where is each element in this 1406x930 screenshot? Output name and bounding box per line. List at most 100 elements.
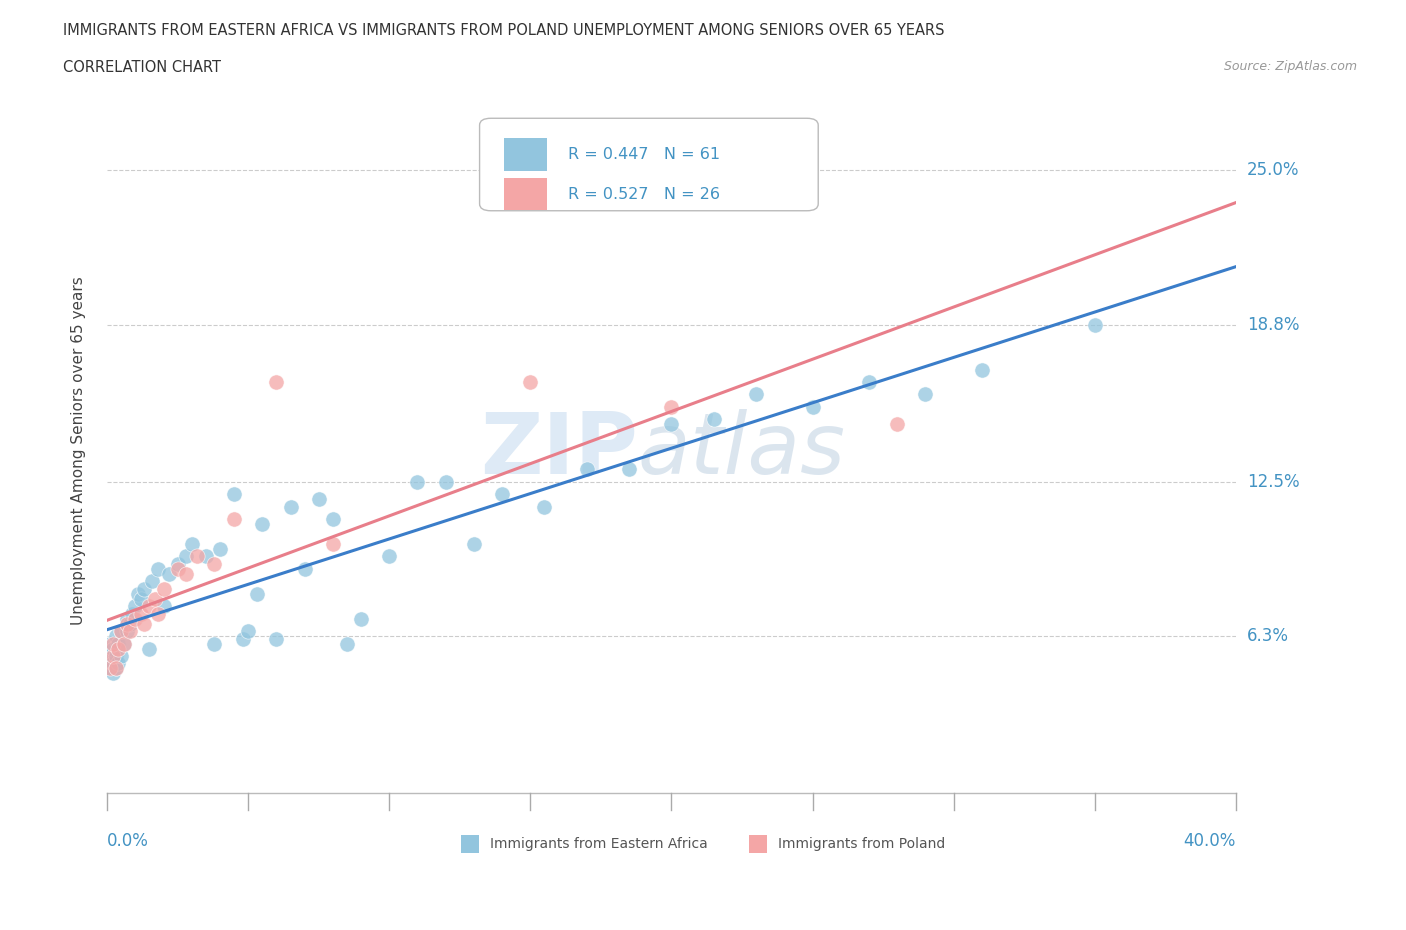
Y-axis label: Unemployment Among Seniors over 65 years: Unemployment Among Seniors over 65 years bbox=[72, 276, 86, 625]
Point bbox=[127, 586, 149, 601]
Point bbox=[180, 537, 202, 551]
Point bbox=[152, 599, 174, 614]
Point bbox=[575, 462, 598, 477]
Point bbox=[101, 641, 124, 656]
Point bbox=[166, 556, 188, 571]
Point bbox=[252, 516, 274, 531]
Point bbox=[124, 611, 146, 626]
Point bbox=[101, 648, 124, 663]
Point bbox=[491, 486, 513, 501]
Point bbox=[202, 636, 225, 651]
Text: R = 0.447   N = 61: R = 0.447 N = 61 bbox=[568, 147, 720, 162]
Point bbox=[194, 549, 217, 564]
Point bbox=[266, 375, 288, 390]
Point bbox=[112, 636, 135, 651]
Point bbox=[146, 562, 169, 577]
Point bbox=[434, 474, 457, 489]
Point bbox=[322, 537, 344, 551]
Point bbox=[231, 631, 253, 646]
Point bbox=[143, 591, 166, 606]
Point bbox=[98, 648, 121, 663]
Point bbox=[101, 656, 124, 671]
Text: 6.3%: 6.3% bbox=[1247, 627, 1289, 645]
Point bbox=[238, 624, 260, 639]
Bar bbox=[505, 178, 547, 210]
Point bbox=[886, 417, 908, 432]
Point bbox=[121, 606, 143, 621]
Point bbox=[280, 499, 302, 514]
Point bbox=[336, 636, 359, 651]
Point bbox=[110, 648, 132, 663]
Point bbox=[146, 606, 169, 621]
Point bbox=[107, 656, 129, 671]
Text: CORRELATION CHART: CORRELATION CHART bbox=[63, 60, 221, 75]
Point bbox=[115, 617, 138, 631]
Point bbox=[350, 611, 373, 626]
Point bbox=[186, 549, 208, 564]
Point bbox=[115, 611, 138, 626]
Text: R = 0.527   N = 26: R = 0.527 N = 26 bbox=[568, 187, 720, 202]
Point bbox=[157, 566, 180, 581]
Point bbox=[107, 636, 129, 651]
Point bbox=[266, 631, 288, 646]
Bar bbox=[505, 139, 547, 171]
Point bbox=[132, 581, 155, 596]
Point bbox=[308, 492, 330, 507]
Text: IMMIGRANTS FROM EASTERN AFRICA VS IMMIGRANTS FROM POLAND UNEMPLOYMENT AMONG SENI: IMMIGRANTS FROM EASTERN AFRICA VS IMMIGR… bbox=[63, 23, 945, 38]
Point bbox=[141, 574, 163, 589]
Point bbox=[463, 537, 485, 551]
Point bbox=[322, 512, 344, 526]
Text: 25.0%: 25.0% bbox=[1247, 161, 1299, 179]
Point bbox=[118, 617, 141, 631]
Point bbox=[1084, 317, 1107, 332]
Point bbox=[378, 549, 401, 564]
Text: Immigrants from Poland: Immigrants from Poland bbox=[779, 837, 946, 851]
Point bbox=[970, 362, 993, 377]
Point bbox=[110, 624, 132, 639]
Point bbox=[174, 549, 197, 564]
FancyBboxPatch shape bbox=[479, 118, 818, 211]
Text: 40.0%: 40.0% bbox=[1184, 832, 1236, 850]
Point bbox=[101, 636, 124, 651]
Point bbox=[294, 562, 316, 577]
Point bbox=[129, 606, 152, 621]
Text: Source: ZipAtlas.com: Source: ZipAtlas.com bbox=[1223, 60, 1357, 73]
Point bbox=[152, 581, 174, 596]
Point bbox=[118, 624, 141, 639]
Point bbox=[101, 666, 124, 681]
Point bbox=[661, 417, 683, 432]
Text: ZIP: ZIP bbox=[479, 409, 637, 492]
Point bbox=[132, 617, 155, 631]
Point bbox=[112, 636, 135, 651]
Text: 12.5%: 12.5% bbox=[1247, 472, 1299, 491]
Point bbox=[98, 661, 121, 676]
Point bbox=[107, 641, 129, 656]
Point bbox=[617, 462, 640, 477]
Point bbox=[406, 474, 429, 489]
Point bbox=[104, 629, 127, 644]
Point bbox=[115, 624, 138, 639]
Point bbox=[745, 387, 768, 402]
Point bbox=[129, 591, 152, 606]
Point bbox=[124, 599, 146, 614]
Point bbox=[914, 387, 936, 402]
Text: atlas: atlas bbox=[637, 409, 845, 492]
Point bbox=[246, 586, 269, 601]
Point bbox=[104, 661, 127, 676]
Point bbox=[858, 375, 880, 390]
Point bbox=[222, 512, 245, 526]
Point bbox=[138, 599, 160, 614]
Point bbox=[98, 661, 121, 676]
Point bbox=[519, 375, 541, 390]
Point bbox=[166, 562, 188, 577]
Point bbox=[533, 499, 555, 514]
Text: 0.0%: 0.0% bbox=[107, 832, 149, 850]
Point bbox=[174, 566, 197, 581]
Point bbox=[703, 412, 725, 427]
Point bbox=[138, 641, 160, 656]
Point bbox=[801, 400, 824, 415]
Point bbox=[104, 661, 127, 676]
Point bbox=[110, 624, 132, 639]
Point bbox=[208, 541, 231, 556]
Point bbox=[202, 556, 225, 571]
